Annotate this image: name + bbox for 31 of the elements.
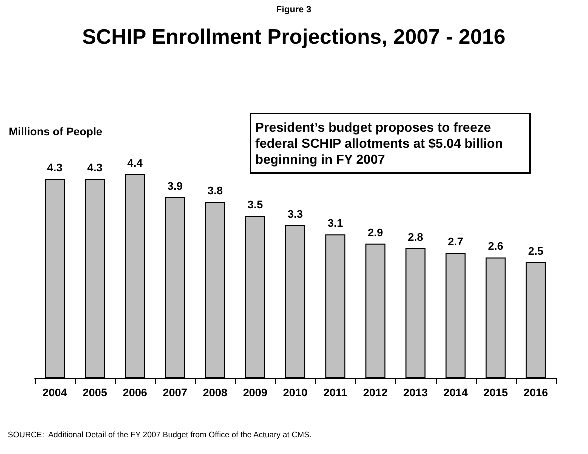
x-tick-label: 2013 bbox=[403, 388, 428, 400]
data-label: 3.9 bbox=[168, 181, 183, 194]
data-label: 2.8 bbox=[408, 232, 424, 244]
data-label: 4.3 bbox=[87, 162, 103, 175]
data-label: 2.5 bbox=[528, 246, 544, 258]
x-tick-label: 2004 bbox=[42, 388, 68, 400]
data-label: 2.7 bbox=[448, 236, 464, 249]
x-tick-label: 2007 bbox=[163, 388, 188, 400]
data-label: 2.9 bbox=[368, 227, 384, 240]
x-tick-label: 2014 bbox=[444, 388, 469, 400]
x-tick-label: 2010 bbox=[283, 388, 308, 400]
x-tick-label: 2015 bbox=[484, 388, 508, 400]
x-tick-label: 2011 bbox=[324, 388, 348, 400]
y-axis-title: Millions of People bbox=[9, 126, 103, 138]
source-note: SOURCE: Additional Detail of the FY 2007 Budget from Office of the Actuary at CMS. bbox=[8, 430, 312, 440]
data-label: 4.3 bbox=[47, 162, 63, 175]
data-label: 3.1 bbox=[328, 218, 344, 230]
data-label: 4.4 bbox=[128, 158, 144, 170]
x-tick-label: 2005 bbox=[82, 388, 108, 400]
x-tick-label: 2016 bbox=[524, 388, 548, 400]
data-label: 3.5 bbox=[248, 200, 264, 212]
x-tick-label: 2012 bbox=[363, 388, 388, 400]
x-tick-label: 2009 bbox=[243, 388, 268, 400]
chart-title: SCHIP Enrollment Projections, 2007 - 2016 bbox=[82, 26, 506, 49]
data-label: 2.6 bbox=[488, 241, 504, 254]
x-tick-label: 2008 bbox=[203, 388, 228, 400]
text: President’s budget proposes to freeze federal SCHIP allotments at $5.04 billion beginning in FY 2007 bbox=[256, 120, 507, 167]
x-tick-label: 2006 bbox=[122, 388, 148, 400]
caption: Figure 3 bbox=[276, 4, 312, 14]
data-label: 3.3 bbox=[288, 208, 304, 221]
data-label: 3.8 bbox=[208, 186, 223, 198]
